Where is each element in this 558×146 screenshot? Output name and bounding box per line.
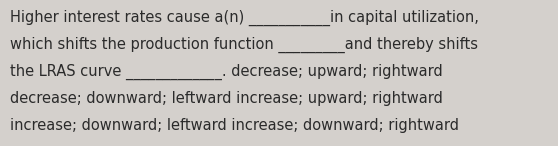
Text: decrease; downward; leftward increase; upward; rightward: decrease; downward; leftward increase; u… xyxy=(10,91,443,106)
Text: which shifts the production function _________and thereby shifts: which shifts the production function ___… xyxy=(10,36,478,53)
Text: the LRAS curve _____________. decrease; upward; rightward: the LRAS curve _____________. decrease; … xyxy=(10,64,443,80)
Text: increase; downward; leftward increase; downward; rightward: increase; downward; leftward increase; d… xyxy=(10,118,459,133)
Text: Higher interest rates cause a(n) ___________in capital utilization,: Higher interest rates cause a(n) _______… xyxy=(10,9,479,26)
